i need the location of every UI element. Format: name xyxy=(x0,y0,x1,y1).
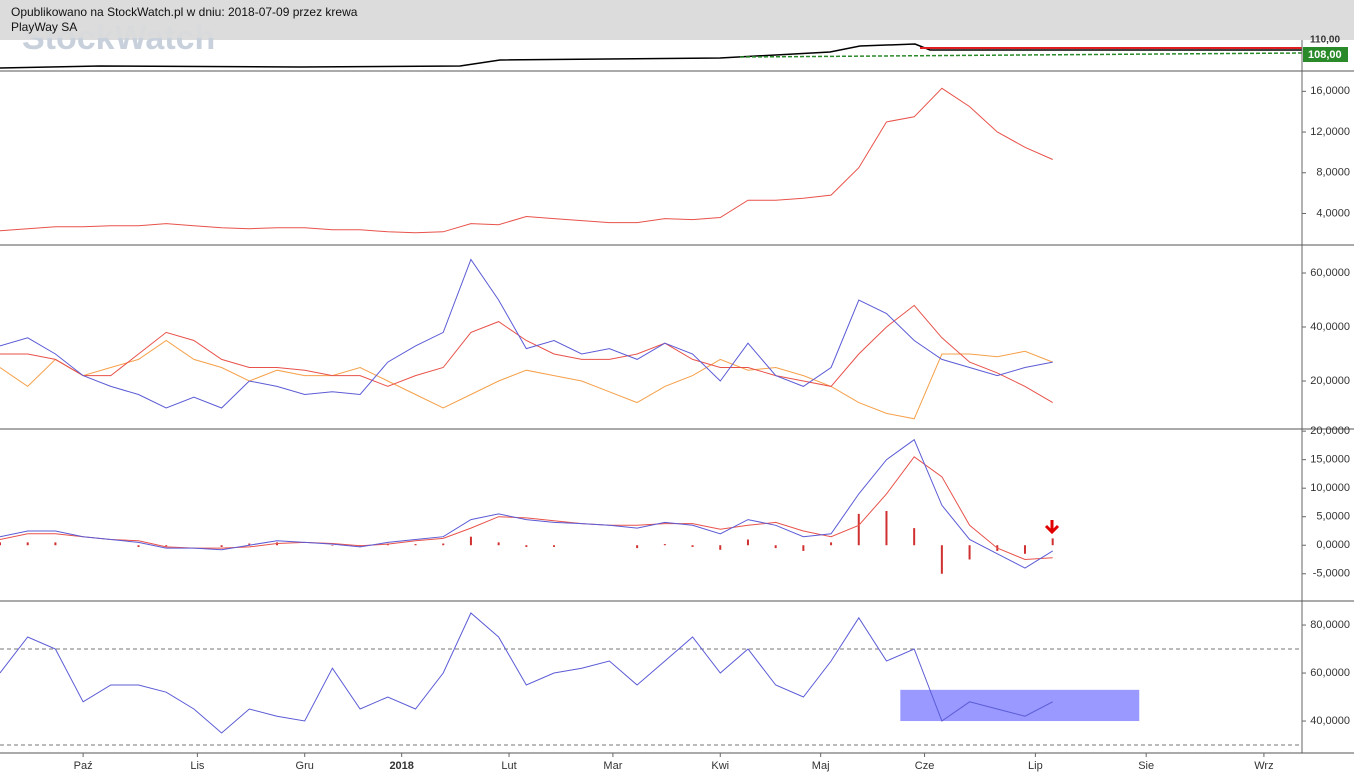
price-label: 110,00 xyxy=(1310,35,1340,46)
histogram-bar xyxy=(331,545,334,546)
series-line xyxy=(0,87,1053,234)
price-badge xyxy=(1303,47,1348,62)
histogram-bar xyxy=(968,545,971,560)
histogram-bar xyxy=(525,545,528,547)
mini-trend-line xyxy=(739,52,1303,58)
series-line xyxy=(0,438,1053,569)
histogram-bar xyxy=(220,545,223,547)
y-tick-label: 10,0000 xyxy=(1310,482,1350,494)
histogram-bar xyxy=(940,545,943,574)
y-tick-label: 15,0000 xyxy=(1310,454,1350,466)
x-tick-label: Sie xyxy=(1138,760,1154,772)
x-tick-label: Lut xyxy=(501,760,516,772)
histogram-bar xyxy=(248,543,251,546)
x-tick-label: Paź xyxy=(74,760,93,772)
histogram-bar xyxy=(636,545,639,549)
histogram-bar xyxy=(497,542,500,546)
price-label: 108,00 xyxy=(1308,49,1342,61)
x-tick-label: Kwi xyxy=(711,760,729,772)
y-tick-label: 0,0000 xyxy=(1316,539,1350,551)
histogram-bar xyxy=(1051,538,1054,546)
y-tick-label: 40,0000 xyxy=(1310,715,1350,727)
series-line xyxy=(0,304,1053,404)
x-tick-label: Lip xyxy=(1028,760,1043,772)
histogram-bar xyxy=(54,542,57,546)
x-tick-label: Wrz xyxy=(1254,760,1273,772)
histogram-bar xyxy=(414,544,417,546)
y-tick-label: 60,0000 xyxy=(1310,267,1350,279)
series-line xyxy=(0,339,1053,420)
histogram-bar xyxy=(0,542,1,546)
y-tick-label: -5,0000 xyxy=(1313,568,1350,580)
series-line xyxy=(0,612,1053,734)
y-tick-label: 5,0000 xyxy=(1316,511,1350,523)
histogram-bar xyxy=(913,528,916,546)
y-tick-label: 12,0000 xyxy=(1310,126,1350,138)
mini-price-line xyxy=(0,43,1302,69)
y-tick-label: 20,0000 xyxy=(1310,425,1350,437)
y-tick-label: 8,0000 xyxy=(1316,167,1350,179)
histogram-bar xyxy=(774,545,777,549)
y-tick-label: 40,0000 xyxy=(1310,321,1350,333)
header-line: PlayWay SA xyxy=(11,20,77,34)
histogram-bar xyxy=(885,511,888,546)
x-tick-label: 2018 xyxy=(389,760,413,772)
histogram-bar xyxy=(137,545,140,547)
x-tick-label: Mar xyxy=(603,760,622,772)
x-tick-label: Gru xyxy=(296,760,314,772)
histogram-bar xyxy=(719,545,722,550)
histogram-bar xyxy=(1023,545,1026,554)
histogram-bar xyxy=(553,545,556,547)
histogram-bar xyxy=(663,544,666,546)
x-tick-label: Maj xyxy=(812,760,830,772)
series-line xyxy=(0,456,1053,561)
histogram-bar xyxy=(746,539,749,546)
y-tick-label: 60,0000 xyxy=(1310,667,1350,679)
header-overlay xyxy=(0,0,1354,38)
series-line xyxy=(0,258,1053,409)
histogram-bar xyxy=(442,543,445,546)
y-tick-label: 16,0000 xyxy=(1310,85,1350,97)
x-tick-label: Lis xyxy=(190,760,205,772)
header-line: Opublikowano na StockWatch.pl w dniu: 20… xyxy=(11,5,358,19)
x-tick-label: Cze xyxy=(915,760,935,772)
y-tick-label: 20,0000 xyxy=(1310,375,1350,387)
histogram-bar xyxy=(857,513,860,546)
histogram-bar xyxy=(802,545,805,551)
y-tick-label: 80,0000 xyxy=(1310,619,1350,631)
histogram-bar xyxy=(165,545,168,547)
histogram-bar xyxy=(26,542,29,546)
signal-arrow xyxy=(1044,520,1060,535)
y-tick-label: 4,0000 xyxy=(1316,207,1350,219)
histogram-bar xyxy=(830,542,833,546)
histogram-bar xyxy=(691,545,694,547)
histogram-bar xyxy=(469,536,472,546)
